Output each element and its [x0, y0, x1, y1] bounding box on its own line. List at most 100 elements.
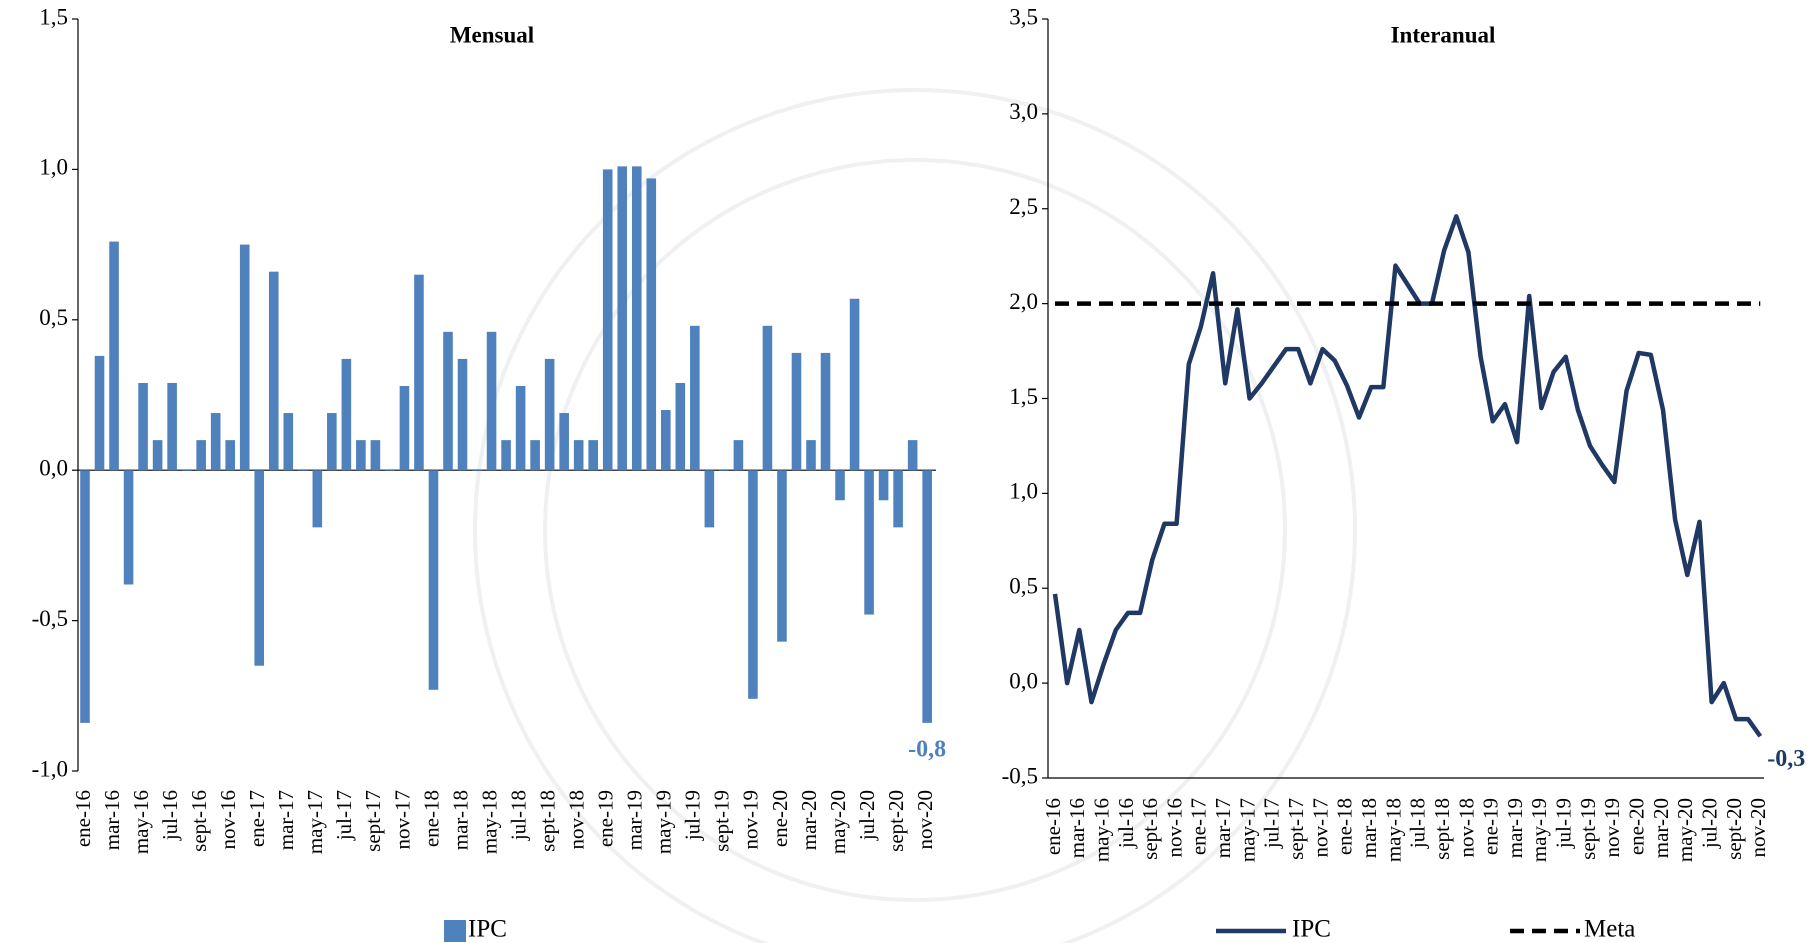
y-tick-label: 0,0 [1009, 668, 1038, 693]
x-tick-label: sept-17 [1284, 798, 1308, 860]
y-tick-label: 1,0 [1009, 479, 1038, 504]
bar [573, 440, 584, 471]
x-tick-label: may-16 [129, 790, 153, 854]
chart-title: Mensual [450, 22, 534, 47]
x-tick-label: sept-17 [361, 790, 385, 852]
bar [254, 470, 265, 666]
bar [922, 470, 932, 723]
bar [385, 470, 395, 471]
bar [690, 325, 700, 471]
bar [762, 325, 773, 471]
x-tick-label: ene-16 [1041, 798, 1065, 855]
bar [777, 470, 787, 642]
y-tick-label: 0,5 [39, 305, 68, 330]
legend-swatch [444, 920, 466, 942]
x-tick-label: ene-17 [245, 790, 269, 847]
y-tick-label: 0,0 [39, 455, 68, 480]
x-tick-label: sept-18 [1430, 798, 1454, 860]
x-tick-label: jul-20 [855, 790, 879, 841]
bar [806, 440, 816, 471]
x-tick-label: may-17 [303, 790, 327, 854]
x-tick-label: nov-19 [1600, 798, 1624, 858]
bar [80, 470, 90, 723]
x-tick-label: ene-19 [594, 790, 618, 847]
bar [704, 470, 715, 528]
bar [123, 470, 134, 585]
x-tick-label: jul-16 [158, 790, 182, 841]
watermark [473, 88, 1357, 943]
bar [661, 410, 671, 471]
bar [341, 358, 352, 471]
x-tick-label: mar-20 [797, 790, 821, 850]
legend-label: IPC [1292, 916, 1331, 943]
x-tick-label: nov-18 [564, 790, 588, 850]
y-tick-label: 2,0 [1009, 289, 1038, 314]
bar [835, 470, 845, 501]
bar [370, 440, 381, 471]
x-tick-label: may-18 [477, 790, 501, 854]
bar [675, 382, 686, 471]
y-tick-label: -0,5 [32, 606, 68, 631]
x-tick-label: nov-20 [913, 790, 937, 850]
bar [864, 470, 874, 615]
x-tick-label: ene-18 [419, 790, 443, 847]
bar [457, 358, 468, 471]
watermark-ring [473, 88, 1357, 943]
line [1052, 214, 1763, 738]
bar [544, 358, 555, 471]
y-tick-label: 1,5 [1009, 384, 1038, 409]
bar [588, 440, 598, 471]
bar [907, 440, 918, 471]
bar [791, 352, 802, 471]
legend-label: IPC [468, 916, 507, 943]
bar [109, 241, 119, 471]
bar [472, 470, 482, 471]
bar [428, 470, 439, 690]
x-tick-label: ene-17 [1187, 798, 1211, 855]
x-tick-label: sept-19 [1576, 798, 1600, 860]
x-tick-label: mar-18 [448, 790, 472, 850]
x-tick-label: sept-18 [535, 790, 559, 852]
bar [748, 470, 758, 699]
x-tick-label: ene-16 [71, 790, 95, 847]
x-tick-label: jul-17 [1260, 798, 1284, 849]
bar [486, 331, 497, 471]
y-tick-label: 1,5 [39, 4, 68, 29]
bar [399, 385, 410, 471]
bar [196, 440, 206, 471]
bar [849, 298, 860, 471]
x-tick-label: nov-20 [1746, 798, 1770, 858]
bar [138, 382, 148, 471]
y-tick-label: 3,5 [1009, 4, 1038, 29]
x-tick-label: mar-19 [1503, 798, 1527, 858]
x-tick-label: jul-17 [332, 790, 356, 841]
y-tick-label: 1,0 [39, 155, 68, 180]
x-tick-label: may-19 [652, 790, 676, 854]
bar [820, 352, 831, 471]
bar [298, 470, 308, 471]
x-tick-label: may-18 [1381, 798, 1405, 862]
bar [878, 470, 889, 501]
chart-title: Interanual [1391, 22, 1496, 47]
x-tick-label: mar-19 [623, 790, 647, 850]
x-tick-label: mar-16 [100, 790, 124, 850]
y-tick-label: 2,5 [1009, 194, 1038, 219]
x-tick-label: jul-18 [1406, 798, 1430, 849]
x-tick-label: mar-20 [1649, 798, 1673, 858]
x-tick-label: nov-16 [1162, 798, 1186, 858]
bar [94, 355, 105, 471]
x-tick-label: mar-18 [1357, 798, 1381, 858]
x-tick-label: ene-18 [1333, 798, 1357, 855]
bar [733, 440, 744, 471]
x-tick-label: sept-20 [884, 790, 908, 852]
x-tick-label: ene-20 [768, 790, 792, 847]
bar [239, 244, 250, 471]
x-tick-label: sept-19 [710, 790, 734, 852]
x-tick-label: mar-17 [274, 790, 298, 850]
bar [167, 382, 177, 471]
bar [312, 470, 323, 528]
bar [719, 470, 729, 471]
bar [617, 166, 628, 471]
